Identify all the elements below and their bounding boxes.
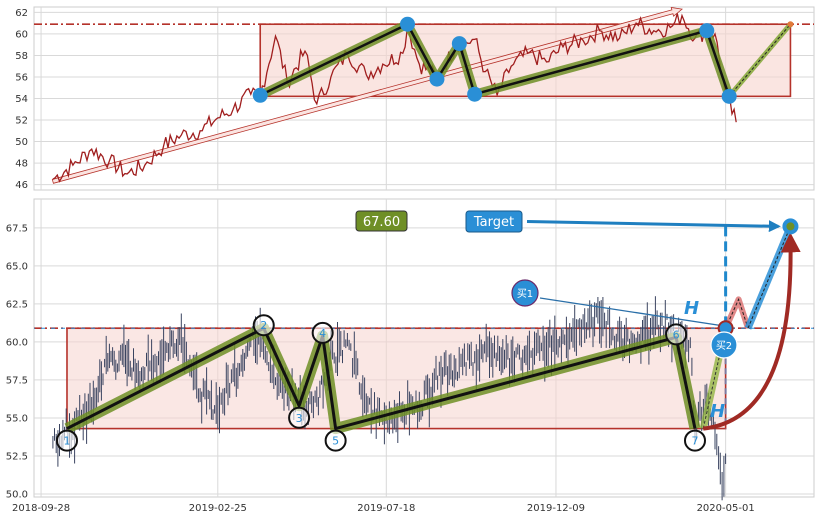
- top-price-line: [52, 13, 737, 183]
- top-projection-end: [787, 21, 794, 28]
- top-panel: 46 48 50 52 54 56 58 60 62: [15, 6, 815, 191]
- pattern-point-marker: [683, 429, 706, 452]
- buy1-badge: [511, 279, 539, 307]
- bottom-x-tick-label: 2019-07-18: [357, 503, 415, 514]
- pattern-point-marker: [55, 429, 78, 452]
- bottom-y-tick-label: 55.0: [6, 413, 28, 424]
- target-value-box: [355, 210, 408, 232]
- buy1-pointer: [539, 297, 726, 327]
- top-y-tick-label: 52: [15, 116, 28, 127]
- top-pattern: [252, 16, 794, 104]
- buy2-label: 买2: [716, 340, 732, 352]
- bottom-y-tick-label: 62.5: [6, 299, 28, 310]
- top-pattern-dot: [451, 36, 467, 52]
- top-pattern-dot: [699, 23, 715, 39]
- pattern-point-marker: [252, 314, 275, 337]
- target-arrow: [526, 220, 781, 233]
- top-price-series: [52, 13, 737, 183]
- height-label: H: [684, 298, 699, 319]
- bottom-annotations: 1 2 3 4 5 6 7 67.60 Target 买1 买2 H H: [55, 210, 781, 452]
- top-y-tick-label: 50: [15, 137, 28, 148]
- pattern-point-label: 2: [260, 319, 267, 332]
- pattern-point-marker: [324, 429, 347, 452]
- pattern-point-label: 6: [673, 328, 680, 341]
- pattern-point-label: 1: [63, 435, 70, 448]
- top-y-tick-label: 56: [15, 72, 28, 83]
- top-y-tick-label: 46: [15, 180, 28, 191]
- buy1-label: 买1: [517, 288, 533, 300]
- pattern-point-marker: [311, 321, 334, 344]
- bottom-y-tick-label: 65.0: [6, 261, 28, 272]
- target-label-text: Target: [473, 215, 514, 230]
- bottom-y-tick-label: 60.0: [6, 337, 28, 348]
- top-pattern-dot: [400, 16, 416, 32]
- bottom-y-tick-label: 67.5: [6, 223, 28, 234]
- top-pattern-dot: [721, 88, 737, 104]
- top-pattern-dot: [252, 87, 268, 103]
- top-y-tick-label: 48: [15, 159, 28, 170]
- top-y-tick-label: 62: [15, 8, 28, 19]
- top-y-tick-label: 60: [15, 29, 28, 40]
- bottom-target-curve-arrow: [703, 232, 801, 431]
- bottom-y-tick-label: 50.0: [6, 489, 28, 500]
- target-label-box: [465, 210, 523, 233]
- pattern-point-label: 4: [319, 327, 326, 340]
- bottom-pullback-line: [725, 297, 749, 329]
- buy2-badge: [710, 331, 738, 359]
- pattern-point-label: 5: [332, 435, 339, 448]
- top-y-axis: 46 48 50 52 54 56 58 60 62: [15, 8, 28, 191]
- pattern-point-label: 3: [296, 412, 303, 425]
- bottom-y-tick-label: 57.5: [6, 375, 28, 386]
- pattern-point-marker: [288, 406, 311, 429]
- bottom-y-axis: 50.0 52.5 55.0 57.5 60.0 62.5 65.0 67.5: [6, 223, 28, 500]
- top-y-tick-label: 58: [15, 51, 28, 62]
- top-y-tick-label: 54: [15, 94, 28, 105]
- bottom-x-tick-label: 2020-05-01: [697, 503, 755, 514]
- pattern-point-label: 7: [691, 435, 698, 448]
- top-pattern-dot: [467, 86, 483, 102]
- height-label: H: [710, 401, 725, 422]
- bottom-x-tick-label: 2018-09-28: [12, 503, 70, 514]
- top-pattern-dot: [429, 71, 445, 87]
- top-projection-line: [728, 23, 791, 97]
- bottom-panel: 50.0 52.5 55.0 57.5 60.0 62.5 65.0 67.5 2018-09…: [6, 198, 815, 514]
- bottom-y-tick-label: 52.5: [6, 451, 28, 462]
- bottom-x-axis: 2018-09-28 2019-02-25 2019-07-18 2019-12-09…: [12, 503, 755, 514]
- target-value-label: 67.60: [363, 215, 400, 230]
- bottom-x-tick-label: 2019-12-09: [527, 503, 585, 514]
- pattern-point-marker: [665, 323, 688, 346]
- bottom-x-tick-label: 2019-02-25: [189, 503, 247, 514]
- bottom-target-dot-inner: [786, 222, 795, 231]
